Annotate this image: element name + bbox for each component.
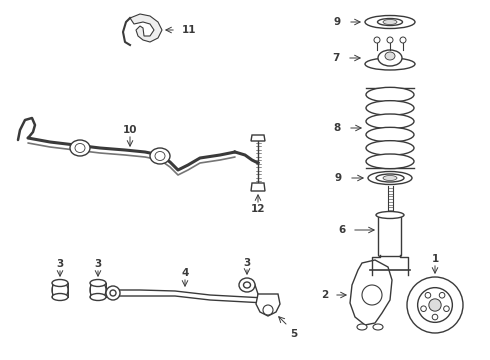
- Circle shape: [421, 306, 426, 311]
- Ellipse shape: [90, 293, 106, 301]
- Circle shape: [443, 306, 449, 311]
- Ellipse shape: [385, 52, 395, 60]
- Text: 4: 4: [181, 268, 189, 278]
- Ellipse shape: [373, 324, 383, 330]
- Ellipse shape: [244, 282, 250, 288]
- Ellipse shape: [366, 87, 414, 102]
- Ellipse shape: [106, 286, 120, 300]
- Circle shape: [374, 37, 380, 43]
- Polygon shape: [350, 260, 392, 325]
- Polygon shape: [251, 183, 265, 191]
- Ellipse shape: [75, 144, 85, 153]
- Text: 5: 5: [290, 329, 297, 339]
- Ellipse shape: [155, 152, 165, 161]
- Ellipse shape: [376, 212, 404, 219]
- Ellipse shape: [366, 114, 414, 129]
- Ellipse shape: [52, 280, 68, 300]
- Text: 9: 9: [335, 173, 342, 183]
- Ellipse shape: [70, 140, 90, 156]
- Ellipse shape: [150, 148, 170, 164]
- Circle shape: [263, 305, 273, 315]
- Ellipse shape: [239, 278, 255, 292]
- Circle shape: [407, 277, 463, 333]
- Circle shape: [425, 292, 431, 298]
- Ellipse shape: [366, 154, 414, 169]
- Ellipse shape: [90, 280, 106, 300]
- Text: 12: 12: [251, 204, 265, 214]
- Circle shape: [387, 37, 393, 43]
- Circle shape: [432, 314, 438, 320]
- Ellipse shape: [377, 18, 402, 26]
- Circle shape: [417, 288, 452, 322]
- Ellipse shape: [383, 19, 397, 24]
- Polygon shape: [256, 294, 280, 316]
- Ellipse shape: [110, 290, 116, 296]
- Polygon shape: [251, 135, 265, 141]
- Polygon shape: [130, 14, 162, 42]
- Ellipse shape: [52, 279, 68, 287]
- FancyBboxPatch shape: [378, 213, 401, 256]
- Ellipse shape: [368, 171, 412, 185]
- Text: 7: 7: [333, 53, 340, 63]
- Ellipse shape: [366, 127, 414, 142]
- Ellipse shape: [357, 324, 367, 330]
- Text: 3: 3: [244, 258, 250, 268]
- Circle shape: [362, 285, 382, 305]
- Ellipse shape: [365, 58, 415, 70]
- Circle shape: [429, 299, 441, 311]
- Circle shape: [400, 37, 406, 43]
- Ellipse shape: [376, 174, 404, 182]
- Circle shape: [439, 292, 445, 298]
- Text: 9: 9: [334, 17, 341, 27]
- Ellipse shape: [366, 101, 414, 115]
- Ellipse shape: [366, 141, 414, 155]
- Ellipse shape: [378, 50, 402, 66]
- Text: 10: 10: [123, 125, 137, 135]
- Text: 1: 1: [431, 254, 439, 264]
- Ellipse shape: [52, 293, 68, 301]
- Text: 3: 3: [56, 259, 64, 269]
- Text: 6: 6: [339, 225, 346, 235]
- Ellipse shape: [90, 279, 106, 287]
- Text: 2: 2: [321, 290, 328, 300]
- Text: 11: 11: [182, 25, 196, 35]
- Ellipse shape: [383, 176, 397, 180]
- Ellipse shape: [365, 15, 415, 28]
- Text: 3: 3: [95, 259, 101, 269]
- Text: 8: 8: [334, 123, 341, 133]
